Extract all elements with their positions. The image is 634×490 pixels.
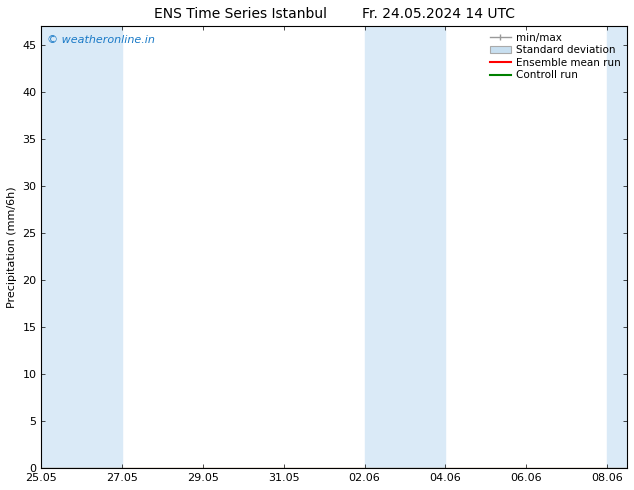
Bar [405, 26, 445, 468]
Bar [607, 26, 627, 468]
Legend: min/max, Standard deviation, Ensemble mean run, Controll run: min/max, Standard deviation, Ensemble me… [487, 29, 624, 83]
Title: ENS Time Series Istanbul        Fr. 24.05.2024 14 UTC: ENS Time Series Istanbul Fr. 24.05.2024 … [154, 7, 515, 21]
Bar [41, 26, 122, 468]
Bar [365, 26, 405, 468]
Text: © weatheronline.in: © weatheronline.in [48, 35, 155, 45]
Y-axis label: Precipitation (mm/6h): Precipitation (mm/6h) [7, 186, 17, 308]
